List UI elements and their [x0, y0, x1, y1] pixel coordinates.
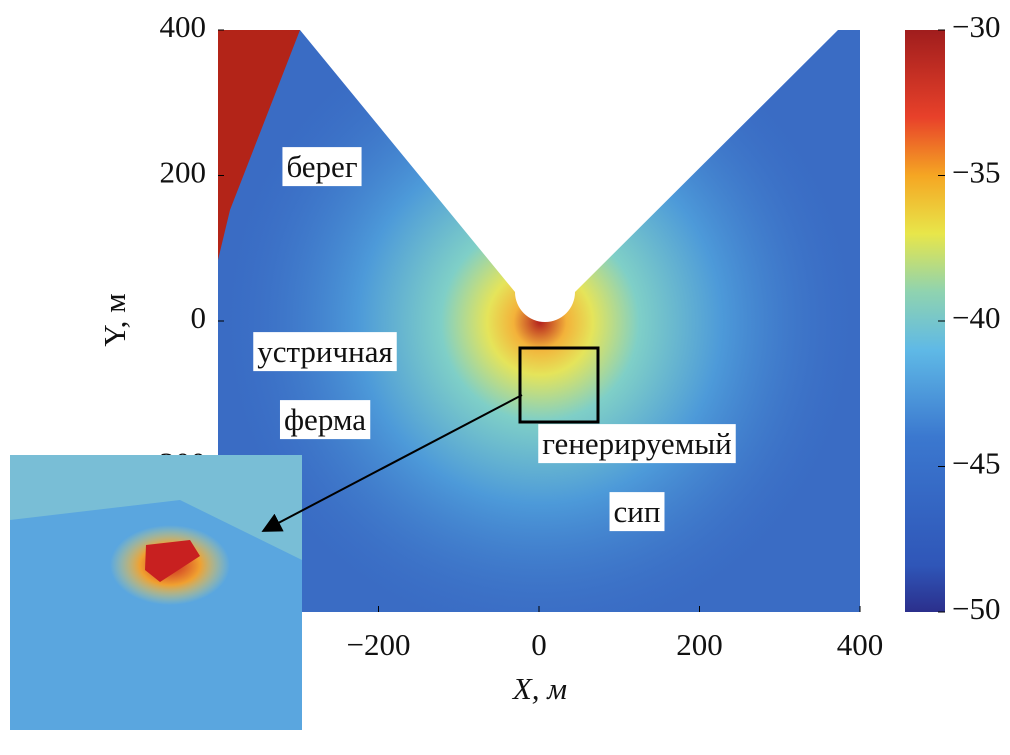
annotation-bg [282, 147, 362, 187]
y-tick-label: 400 [160, 9, 207, 44]
y-tick-label: 200 [160, 155, 207, 190]
colorbar-tick-label: −30 [952, 9, 1000, 44]
y-axis-label: Y, м [97, 293, 132, 347]
y-tick-label: 0 [191, 300, 207, 335]
x-tick-label: −200 [347, 627, 411, 662]
colorbar-tick-label: −50 [952, 591, 1000, 626]
inset [10, 455, 302, 730]
annotation: ферма [284, 402, 366, 437]
x-tick-label: 400 [837, 627, 884, 662]
annotation: берег [286, 149, 357, 184]
arrow [261, 394, 523, 532]
colorbar-tick-label: −35 [952, 155, 1000, 190]
colorbar-tick-label: −45 [952, 446, 1000, 481]
x-tick-label: 200 [676, 627, 723, 662]
annotation: устричная [257, 334, 392, 369]
x-axis-label: X, м [511, 671, 567, 706]
annotation: генерируемый [542, 426, 731, 461]
annotation-bg [538, 424, 736, 464]
sonar-image [218, 30, 860, 612]
annotation-bg [609, 492, 665, 532]
annotation-bg [279, 400, 371, 440]
annotation-bg [253, 332, 397, 372]
x-tick-label: 0 [531, 627, 547, 662]
annotation: сип [614, 494, 661, 529]
colorbar-tick-label: −40 [952, 300, 1000, 335]
